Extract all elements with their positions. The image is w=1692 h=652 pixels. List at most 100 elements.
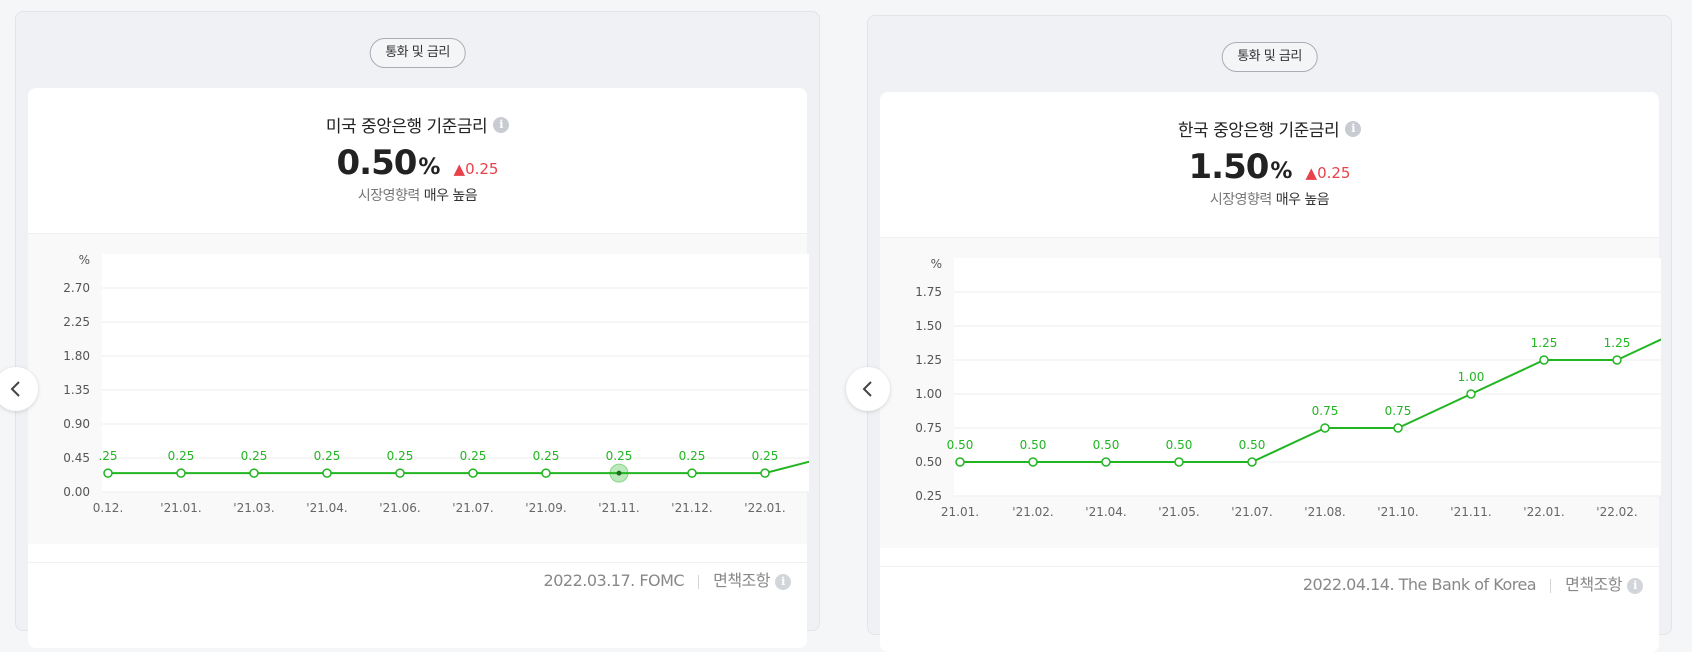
data-point[interactable] [249,468,259,478]
data-point[interactable] [955,457,965,467]
category-badge[interactable]: 통화 및 금리 [369,38,466,68]
data-label: .25 [98,449,117,463]
data-point[interactable] [1028,457,1038,467]
card-title: 미국 중앙은행 기준금리 i [28,88,807,137]
data-point[interactable] [541,468,551,478]
x-tick-label: '21.07. [1231,505,1272,519]
rate-change: ▲0.25 [454,160,499,178]
y-tick-label: 0.25 [915,489,942,503]
data-point[interactable] [468,468,478,478]
market-influence: 시장영향력 매우 높음 [880,189,1659,209]
data-point[interactable] [395,468,405,478]
y-tick-label: 0.45 [63,451,90,465]
y-tick-label: 1.75 [915,285,942,299]
data-point[interactable] [1466,389,1476,399]
data-label: 0.25 [679,449,706,463]
chevron-left-icon [862,381,872,397]
korea-rate-panel: 통화 및 금리 한국 중앙은행 기준금리 i 1.50% ▲0.25 시장영향력 … [867,15,1672,652]
data-label: 0.25 [460,449,487,463]
data-label: 0.50 [1166,438,1193,452]
data-label: 0.25 [533,449,560,463]
data-point[interactable] [760,468,770,478]
x-tick-label: '21.12. [671,501,712,515]
source-text: 2022.03.17. FOMC [543,571,685,590]
disclaimer-link[interactable]: 면책조항 [713,571,770,590]
x-tick-label: '21.01. [160,501,201,515]
rate-title: 미국 중앙은행 기준금리 [325,117,488,137]
x-tick-label: '21.08. [1304,505,1345,519]
rate-unit: % [1270,159,1293,184]
x-tick-label: '21.09. [525,501,566,515]
prev-button[interactable] [0,367,38,411]
divider [698,574,700,589]
data-point[interactable] [322,468,332,478]
y-tick-label: 0.90 [63,417,90,431]
plot-area [954,258,1661,496]
x-tick-label: '22.02. [1596,505,1637,519]
y-tick-label: 1.00 [915,387,942,401]
card-title: 한국 중앙은행 기준금리 i [880,92,1659,141]
influence-value: 매우 높음 [423,188,478,204]
info-icon[interactable]: i [1345,120,1362,137]
rate-title: 한국 중앙은행 기준금리 [1177,121,1340,141]
data-point[interactable] [616,470,622,476]
data-label: 0.75 [1385,404,1412,418]
line-chart: % 0.00 0.45 0.90 1.35 1.80 2.25 2.70 .25 0.12. 0.2… [63,253,809,515]
us-rate-panel: 통화 및 금리 미국 중앙은행 기준금리 i 0.50% ▲0.25 시장영향력 … [15,11,820,648]
data-point[interactable] [687,468,697,478]
rate-chart: % 0.25 0.50 0.75 1.00 1.25 1.50 1.75 0.50 21.01. 0… [880,238,1661,548]
x-tick-label: '21.04. [306,501,347,515]
info-icon[interactable]: i [775,573,791,590]
line-chart: % 0.25 0.50 0.75 1.00 1.25 1.50 1.75 0.50 21.01. 0… [915,257,1661,519]
prev-button[interactable] [846,367,890,411]
data-point[interactable] [1612,355,1622,365]
y-tick-label: 0.75 [915,421,942,435]
data-point[interactable] [1101,457,1111,467]
data-label: 0.25 [752,449,779,463]
x-tick-label: '21.06. [379,501,420,515]
data-label: 0.50 [947,438,974,452]
data-label: 0.50 [1093,438,1120,452]
data-point[interactable] [176,468,186,478]
influence-label: 시장영향력 [357,188,420,204]
data-point[interactable] [1247,457,1257,467]
disclaimer-link[interactable]: 면책조항 [1565,575,1622,594]
rate-change-value: 0.25 [1317,164,1351,182]
up-triangle-icon: ▲ [453,160,466,178]
rate-value: 1.50 [1188,147,1270,187]
data-label: 0.25 [241,449,268,463]
card-footer: 2022.04.14. The Bank of Korea 면책조항 i [880,566,1659,616]
data-label: 0.25 [387,449,414,463]
rate-unit: % [418,155,441,180]
x-tick-label: '21.11. [1450,505,1491,519]
y-axis-label: % [79,253,90,267]
data-point[interactable] [1174,457,1184,467]
x-tick-label: '21.03. [233,501,274,515]
data-point[interactable] [1320,423,1330,433]
divider [1550,578,1552,593]
y-axis-label: % [931,257,942,271]
y-tick-label: 1.80 [63,349,90,363]
data-label: 1.00 [1458,370,1485,384]
plot-area [102,254,809,492]
data-point[interactable] [1539,355,1549,365]
influence-value: 매우 높음 [1275,192,1330,208]
data-point[interactable] [1393,423,1403,433]
x-tick-label: 0.12. [93,501,124,515]
market-influence: 시장영향력 매우 높음 [28,185,807,205]
data-point[interactable] [103,468,113,478]
info-icon[interactable]: i [493,116,510,133]
data-label: 0.50 [1239,438,1266,452]
rate-change: ▲0.25 [1306,164,1351,182]
data-label: 0.25 [168,449,195,463]
x-tick-label: '21.04. [1085,505,1126,519]
source-text: 2022.04.14. The Bank of Korea [1302,575,1537,594]
data-label: 0.75 [1312,404,1339,418]
up-triangle-icon: ▲ [1305,164,1318,182]
info-icon[interactable]: i [1627,577,1643,594]
card-header: 미국 중앙은행 기준금리 i 0.50% ▲0.25 시장영향력 매우 높음 [28,88,807,234]
rate-row: 0.50% ▲0.25 [28,143,807,183]
x-tick-label: 21.01. [941,505,979,519]
y-tick-label: 0.00 [63,485,90,499]
category-badge[interactable]: 통화 및 금리 [1221,42,1318,72]
